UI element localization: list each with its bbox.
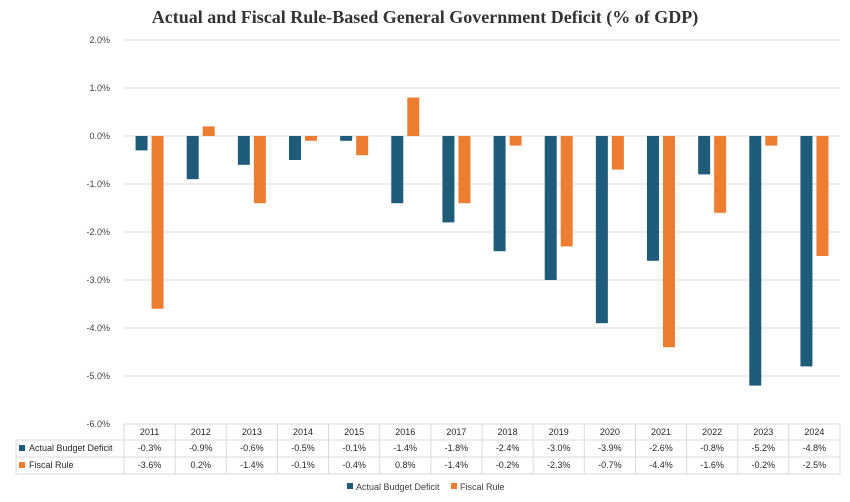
- bar-actual-budget-deficit-2018: [493, 136, 506, 252]
- y-tick-label: -3.0%: [86, 275, 110, 285]
- bar-fiscal-rule-2021: [663, 136, 675, 348]
- bar-fiscal-rule-2016: [407, 97, 420, 136]
- x-tick-label: 2023: [753, 427, 773, 437]
- table-cell: -3.9%: [598, 443, 622, 453]
- x-tick-label: 2015: [344, 427, 364, 437]
- table-cell: -0.1%: [291, 460, 315, 470]
- bar-actual-budget-deficit-2015: [340, 136, 353, 141]
- bar-fiscal-rule-2011: [151, 136, 164, 309]
- table-series-key: [19, 445, 25, 451]
- x-tick-label: 2011: [140, 427, 159, 437]
- bar-actual-budget-deficit-2012: [186, 136, 199, 180]
- bar-actual-budget-deficit-2016: [391, 136, 404, 204]
- table-series-name: Fiscal Rule: [29, 460, 74, 470]
- table-cell: -0.5%: [291, 443, 315, 453]
- bar-fiscal-rule-2012: [202, 126, 215, 136]
- table-cell: -0.9%: [189, 443, 213, 453]
- bar-fiscal-rule-2024: [816, 136, 829, 256]
- table-cell: -4.4%: [649, 460, 673, 470]
- legend: Actual Budget Deficit Fiscal Rule: [347, 482, 505, 492]
- bar-actual-budget-deficit-2011: [135, 136, 148, 151]
- table-series-key: [19, 462, 25, 468]
- y-tick-label: -2.0%: [86, 227, 110, 237]
- y-tick-label: 1.0%: [89, 83, 110, 93]
- bar-fiscal-rule-2013: [253, 136, 266, 204]
- table-cell: 0.8%: [395, 460, 416, 470]
- bar-actual-budget-deficit-2023: [749, 136, 762, 386]
- y-tick-label: -5.0%: [86, 371, 110, 381]
- y-tick-label: 0.0%: [89, 131, 110, 141]
- table-cell: -5.2%: [752, 443, 776, 453]
- gridlines: [124, 39, 840, 425]
- y-tick-label: 2.0%: [89, 35, 110, 45]
- table-cell: -3.6%: [138, 460, 162, 470]
- bar-fiscal-rule-2020: [611, 136, 624, 170]
- y-tick-label: -4.0%: [86, 323, 110, 333]
- table-cell: -0.1%: [342, 443, 366, 453]
- x-tick-label: 2019: [549, 427, 569, 437]
- legend-label: Fiscal Rule: [460, 482, 505, 492]
- table-cell: -1.4%: [445, 460, 469, 470]
- bar-actual-budget-deficit-2022: [698, 136, 711, 175]
- table-cell: -0.2%: [752, 460, 776, 470]
- table-cell: -1.8%: [445, 443, 469, 453]
- bar-actual-budget-deficit-2014: [289, 136, 301, 160]
- x-tick-label: 2012: [191, 427, 211, 437]
- table-cell: -3.0%: [547, 443, 571, 453]
- x-tick-label: 2024: [804, 427, 824, 437]
- x-tick-label: 2021: [651, 427, 671, 437]
- bar-fiscal-rule-2022: [714, 136, 727, 213]
- bar-actual-budget-deficit-2024: [800, 136, 813, 367]
- legend-swatch: [451, 483, 457, 489]
- legend-label: Actual Budget Deficit: [356, 482, 440, 492]
- table-cell: -0.3%: [138, 443, 162, 453]
- table-cell: -0.4%: [342, 460, 366, 470]
- x-tick-label: 2014: [293, 427, 313, 437]
- y-tick-label: -1.0%: [86, 179, 110, 189]
- bar-fiscal-rule-2019: [560, 136, 573, 247]
- bars: [135, 97, 829, 386]
- bar-actual-budget-deficit-2017: [442, 136, 455, 223]
- table-cell: -0.7%: [598, 460, 622, 470]
- bar-fiscal-rule-2017: [458, 136, 471, 204]
- bar-actual-budget-deficit-2013: [237, 136, 250, 165]
- x-tick-label: 2022: [702, 427, 722, 437]
- legend-swatch: [347, 483, 353, 489]
- bar-fiscal-rule-2015: [356, 136, 369, 156]
- bar-actual-budget-deficit-2020: [595, 136, 608, 324]
- chart-title: Actual and Fiscal Rule-Based General Gov…: [152, 7, 698, 28]
- table-cell: -1.6%: [700, 460, 724, 470]
- table-cell: -2.3%: [547, 460, 571, 470]
- x-tick-label: 2020: [600, 427, 620, 437]
- bar-fiscal-rule-2023: [765, 136, 778, 146]
- table-cell: -0.6%: [240, 443, 264, 453]
- table-cell: -0.8%: [700, 443, 724, 453]
- x-tick-label: 2017: [446, 427, 466, 437]
- bar-actual-budget-deficit-2021: [647, 136, 659, 261]
- y-axis: 2.0% 1.0% 0.0% -1.0% -2.0% -3.0% -4.0% -5.0% -6.…: [86, 35, 110, 429]
- table-cell: -2.6%: [649, 443, 673, 453]
- table-cell: -2.4%: [496, 443, 520, 453]
- table-cell: -1.4%: [240, 460, 264, 470]
- bar-actual-budget-deficit-2019: [544, 136, 557, 280]
- table-series-name: Actual Budget Deficit: [29, 443, 113, 453]
- table-cell: -0.2%: [496, 460, 520, 470]
- data-table: 2011 2012 2013 2014 2015 2016 2017 2018 2019 2020…: [15, 423, 841, 475]
- x-tick-label: 2013: [242, 427, 262, 437]
- x-tick-label: 2018: [498, 427, 518, 437]
- bar-fiscal-rule-2018: [509, 136, 522, 146]
- table-cell: 0.2%: [190, 460, 211, 470]
- table-cell: -4.8%: [803, 443, 827, 453]
- table-cell: -1.4%: [394, 443, 418, 453]
- table-cell: -2.5%: [803, 460, 827, 470]
- y-tick-label: -6.0%: [86, 419, 110, 429]
- x-tick-label: 2016: [395, 427, 415, 437]
- bar-fiscal-rule-2014: [305, 136, 317, 141]
